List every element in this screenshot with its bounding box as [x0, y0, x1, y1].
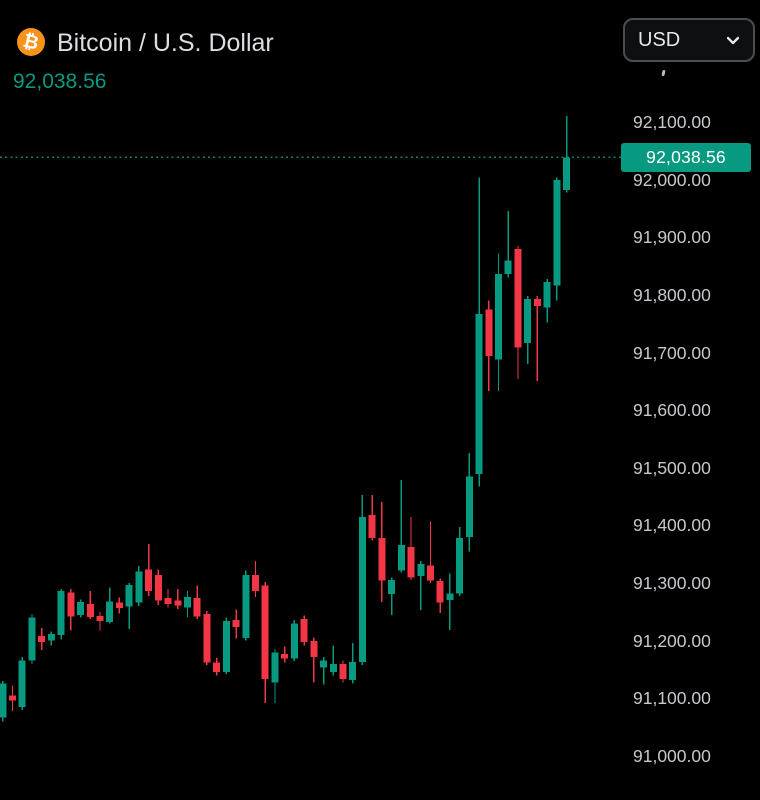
price-axis-label: 92,000.00: [633, 169, 711, 190]
chevron-down-icon: [726, 36, 740, 44]
bitcoin-glyph: ₿: [20, 29, 42, 55]
header-last-price: 92,038.56: [13, 70, 107, 93]
symbol-title: Bitcoin / U.S. Dollar: [57, 29, 274, 57]
price-axis-label: 91,600.00: [633, 400, 711, 421]
price-axis-label: 91,400.00: [633, 515, 711, 536]
currency-selected-value: USD: [638, 28, 681, 51]
price-axis-label: 91,300.00: [633, 573, 711, 594]
chart-canvas[interactable]: [0, 0, 622, 800]
candlestick-chart: [0, 116, 622, 722]
price-axis-label: 91,500.00: [633, 457, 711, 478]
price-axis-label: 91,200.00: [633, 630, 711, 651]
currency-selector[interactable]: USD: [623, 18, 755, 62]
price-axis-label: 92,100.00: [633, 112, 711, 132]
price-axis-label: 91,100.00: [633, 688, 711, 709]
price-axis-label: 91,700.00: [633, 342, 711, 363]
price-axis-label: 91,000.00: [633, 746, 711, 767]
clipped-axis-label-fragment: [661, 69, 666, 77]
price-axis-label: 91,800.00: [633, 284, 711, 305]
bitcoin-icon: ₿: [17, 28, 45, 56]
current-price-badge: 92,038.56: [621, 142, 751, 172]
price-axis-label: 91,900.00: [633, 227, 711, 248]
